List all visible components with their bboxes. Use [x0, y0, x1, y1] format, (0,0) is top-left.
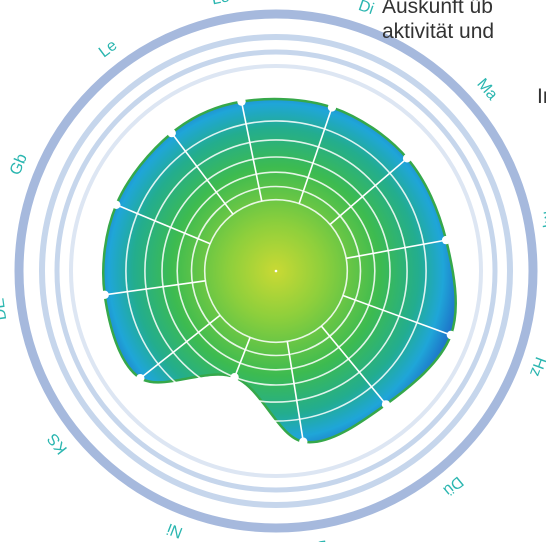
spoke-10 [104, 280, 206, 296]
spoke-9 [139, 314, 221, 379]
side-text-line-1: Auskunft üb [382, 0, 493, 18]
axis-label-12: Le [96, 37, 121, 61]
data-point-10 [100, 290, 109, 299]
middle-ring [39, 34, 513, 508]
inner-ring [54, 49, 498, 493]
grid-ring-3 [176, 171, 376, 371]
axis-label-2: Di [356, 0, 376, 18]
side-text-line-3: In [537, 85, 546, 108]
grid-ring-2 [190, 185, 362, 357]
axis-label-8: Ni [165, 520, 185, 541]
data-point-4 [441, 235, 451, 245]
spoke-4 [345, 239, 447, 260]
data-point-9 [136, 374, 145, 383]
radar-points [100, 97, 456, 446]
spoke-3 [329, 157, 408, 226]
spoke-11 [115, 204, 211, 245]
grid-ring-1 [203, 198, 349, 344]
background-rings [14, 9, 538, 533]
data-point-6 [381, 400, 391, 409]
axis-label-5: Hz [526, 354, 546, 378]
spoke-2 [298, 107, 333, 204]
data-point-1 [237, 97, 246, 106]
radar-area [102, 97, 457, 444]
spoke-7 [286, 341, 305, 442]
radar-spokes [104, 101, 452, 442]
axis-label-11: Gb [7, 151, 31, 177]
axis-label-7: Bl [312, 536, 329, 542]
grid-ring-5 [144, 139, 408, 403]
spoke-8 [233, 337, 251, 378]
grid-ring-4 [161, 156, 391, 386]
data-point-11 [112, 200, 121, 209]
data-point-8 [230, 373, 239, 382]
data-point-12 [167, 128, 176, 138]
spoke-1 [240, 101, 263, 202]
inner-ring-2 [69, 64, 483, 478]
axis-label-3: Ma [473, 76, 500, 104]
side-text-line-2: aktivität und [382, 20, 495, 43]
axis-label-4: Mp [539, 209, 546, 234]
data-point-5 [446, 330, 456, 340]
center-dot [274, 269, 278, 273]
spoke-5 [342, 294, 452, 336]
spoke-6 [320, 325, 387, 405]
axis-label-10: DE [0, 297, 10, 321]
axis-label-1: Le [210, 0, 231, 8]
axis-label-6: Dü [440, 473, 467, 499]
data-point-2 [327, 103, 337, 112]
data-point-3 [402, 154, 412, 163]
grid-ring-6 [125, 120, 427, 422]
data-point-7 [299, 437, 308, 446]
spoke-12 [171, 132, 234, 215]
axis-label-9: KS [44, 430, 71, 457]
outer-ring [14, 9, 538, 533]
radar-grid [125, 120, 427, 422]
